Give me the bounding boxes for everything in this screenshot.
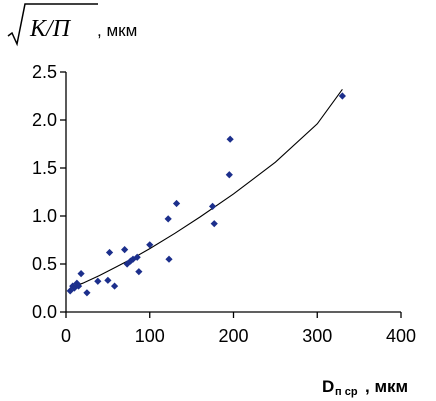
x-axis-label: D п ср , мкм (322, 377, 408, 398)
data-point (104, 276, 112, 284)
y-axis-label-unit: , мкм (97, 21, 137, 40)
data-point (77, 270, 85, 278)
data-point (74, 282, 83, 290)
data-point (135, 268, 143, 276)
x-tick-label: 0 (61, 326, 71, 346)
data-point (208, 202, 217, 210)
x-tick-label: 300 (302, 326, 332, 346)
trendline (70, 88, 343, 289)
data-point (105, 248, 114, 257)
data-point (110, 282, 119, 290)
x-tick-label: 100 (135, 326, 165, 346)
y-tick-label: 2.5 (32, 62, 57, 82)
data-point (164, 215, 172, 223)
y-tick-label: 1.0 (32, 206, 57, 226)
data-point (172, 199, 181, 208)
y-axis-label: K/П , мкм (7, 3, 137, 47)
x-tick-label: 400 (386, 326, 416, 346)
x-axis-label-sub: п ср (335, 386, 358, 398)
data-point (83, 289, 91, 297)
data-point (226, 135, 234, 143)
x-axis-label-unit: , мкм (365, 377, 408, 396)
data-point (338, 92, 346, 100)
data-points (66, 92, 346, 297)
axes (65, 72, 401, 313)
data-point (121, 246, 129, 254)
trend-line (70, 88, 343, 289)
ticks: 0.0 0.5 1.0 1.5 2.0 2.5 0 100 200 300 400 (32, 62, 416, 346)
x-axis-label-main: D (322, 377, 334, 396)
x-tick-label: 200 (218, 326, 248, 346)
data-point (129, 255, 137, 263)
data-point (94, 277, 102, 285)
y-axis-label-radicand: K/П (29, 16, 72, 42)
y-tick-label: 2.0 (32, 110, 57, 130)
y-tick-label: 0.5 (32, 254, 57, 274)
data-point (146, 241, 154, 249)
data-point (210, 220, 218, 228)
y-tick-label: 0.0 (32, 302, 57, 322)
radical-sign (7, 3, 98, 47)
data-point (225, 171, 233, 179)
y-tick-label: 1.5 (32, 158, 57, 178)
data-point (133, 253, 141, 261)
data-point (165, 255, 173, 263)
